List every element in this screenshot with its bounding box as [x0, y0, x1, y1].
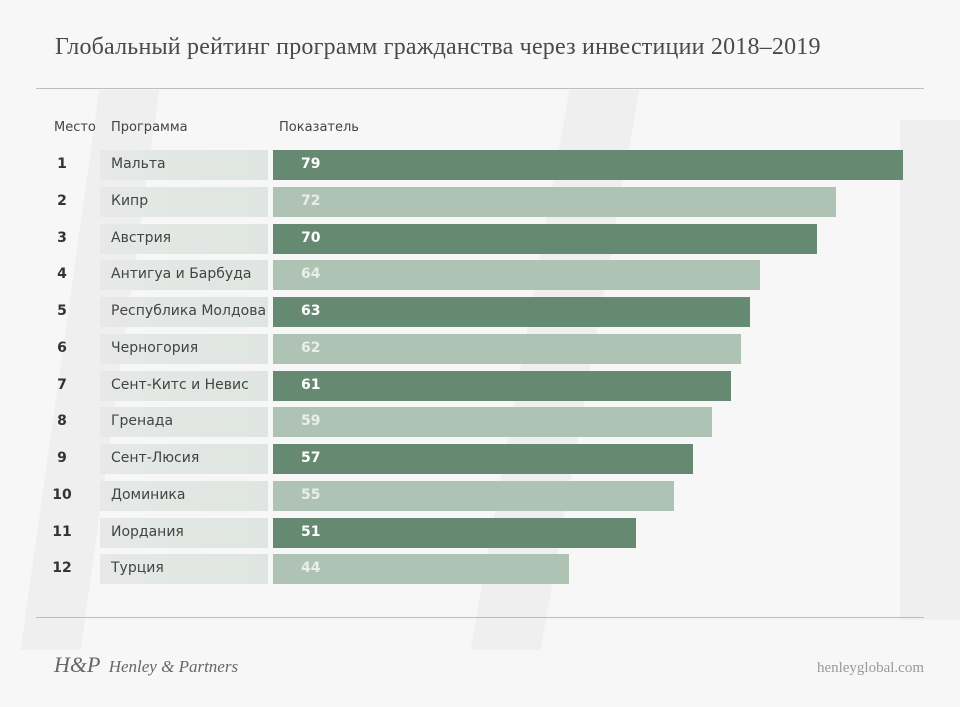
program-label: Турция: [111, 560, 164, 577]
program-label: Мальта: [111, 156, 166, 172]
program-label-bg: [100, 223, 268, 254]
program-label: Кипр: [111, 192, 149, 209]
chart-row: 2 Кипр 72: [0, 186, 960, 217]
chart-row: 3 Австрия 70: [0, 223, 960, 254]
rank-label: 6: [57, 339, 67, 356]
program-label-bg: [100, 554, 268, 585]
program-label: Черногория: [111, 339, 199, 356]
program-label: Иордания: [111, 523, 184, 540]
chart-row: 4 Антигуа и Барбуда 64: [0, 260, 960, 291]
bar: 79: [273, 150, 903, 180]
program-label: Республика Молдова: [111, 303, 267, 319]
bar: 61: [273, 370, 732, 401]
value-label: 70: [301, 229, 321, 246]
program-label: Сент-Китс и Невис: [111, 376, 249, 393]
header-program: Программа: [111, 120, 188, 135]
website-url: henleyglobal.com: [816, 660, 924, 676]
bar: 64: [273, 260, 760, 291]
program-label: Сент-Люсия: [111, 450, 200, 466]
program-label-bg: [100, 186, 268, 217]
bar: 51: [273, 517, 636, 548]
rank-label: 4: [57, 266, 67, 283]
program-label-bg: [100, 517, 268, 548]
program-label-bg: [100, 333, 268, 364]
value-label: 72: [301, 192, 321, 209]
bottom-divider: [36, 617, 924, 618]
program-label-bg: [100, 370, 268, 401]
header-rank: Место: [54, 120, 96, 135]
rank-label: 8: [57, 413, 67, 430]
chart-row: 1 Мальта 79: [0, 150, 960, 180]
program-label: Доминика: [111, 486, 186, 503]
value-label: 59: [301, 413, 321, 430]
program-label-bg: [100, 150, 268, 180]
bar: 57: [273, 444, 693, 474]
program-label: Антигуа и Барбуда: [111, 266, 252, 283]
chart-row: 10 Доминика 55: [0, 480, 960, 511]
logo-text: Henley & Partners: [108, 657, 239, 676]
program-label-bg: [100, 297, 268, 327]
value-label: 55: [301, 486, 321, 503]
bar: 62: [273, 333, 741, 364]
chart-row: 12 Турция 44: [0, 554, 960, 585]
rank-label: 11: [52, 523, 72, 540]
value-label: 44: [301, 560, 321, 577]
program-label: Австрия: [111, 229, 172, 246]
value-label: 51: [301, 523, 321, 540]
header-score: Показатель: [279, 120, 359, 135]
program-label-bg: [100, 407, 268, 438]
rank-label: 10: [52, 486, 72, 503]
value-label: 62: [301, 339, 321, 356]
program-label-bg: [100, 444, 268, 474]
bar: 72: [273, 186, 837, 217]
rank-label: 2: [57, 192, 67, 209]
bar: 44: [273, 554, 569, 585]
value-label: 57: [301, 450, 321, 466]
chart-row: 7 Сент-Китс и Невис 61: [0, 370, 960, 401]
top-divider: [36, 88, 924, 89]
bar: 63: [273, 297, 751, 327]
rank-label: 9: [57, 450, 67, 466]
bar: 55: [273, 480, 674, 511]
chart-row: 5 Республика Молдова 63: [0, 297, 960, 327]
henley-partners-logo: H&P Henley & Partners: [54, 652, 238, 678]
value-label: 61: [301, 376, 321, 393]
value-label: 64: [301, 266, 321, 283]
logo-mark: H&P: [54, 652, 101, 677]
rank-label: 3: [57, 229, 67, 246]
chart-row: 9 Сент-Люсия 57: [0, 444, 960, 474]
rank-label: 1: [57, 156, 67, 172]
chart-title: Глобальный рейтинг программ гражданства …: [55, 34, 821, 60]
chart-row: 11 Иордания 51: [0, 517, 960, 548]
rank-label: 12: [52, 560, 72, 577]
value-label: 79: [301, 156, 321, 172]
bar: 59: [273, 407, 713, 438]
rank-label: 5: [57, 303, 67, 319]
bar: 70: [273, 223, 818, 254]
watermark-shape: [900, 120, 960, 620]
rank-label: 7: [57, 376, 67, 393]
program-label-bg: [100, 260, 268, 291]
program-label: Гренада: [111, 413, 174, 430]
program-label-bg: [100, 480, 268, 511]
value-label: 63: [301, 303, 321, 319]
chart-row: 6 Черногория 62: [0, 333, 960, 364]
chart-row: 8 Гренада 59: [0, 407, 960, 438]
